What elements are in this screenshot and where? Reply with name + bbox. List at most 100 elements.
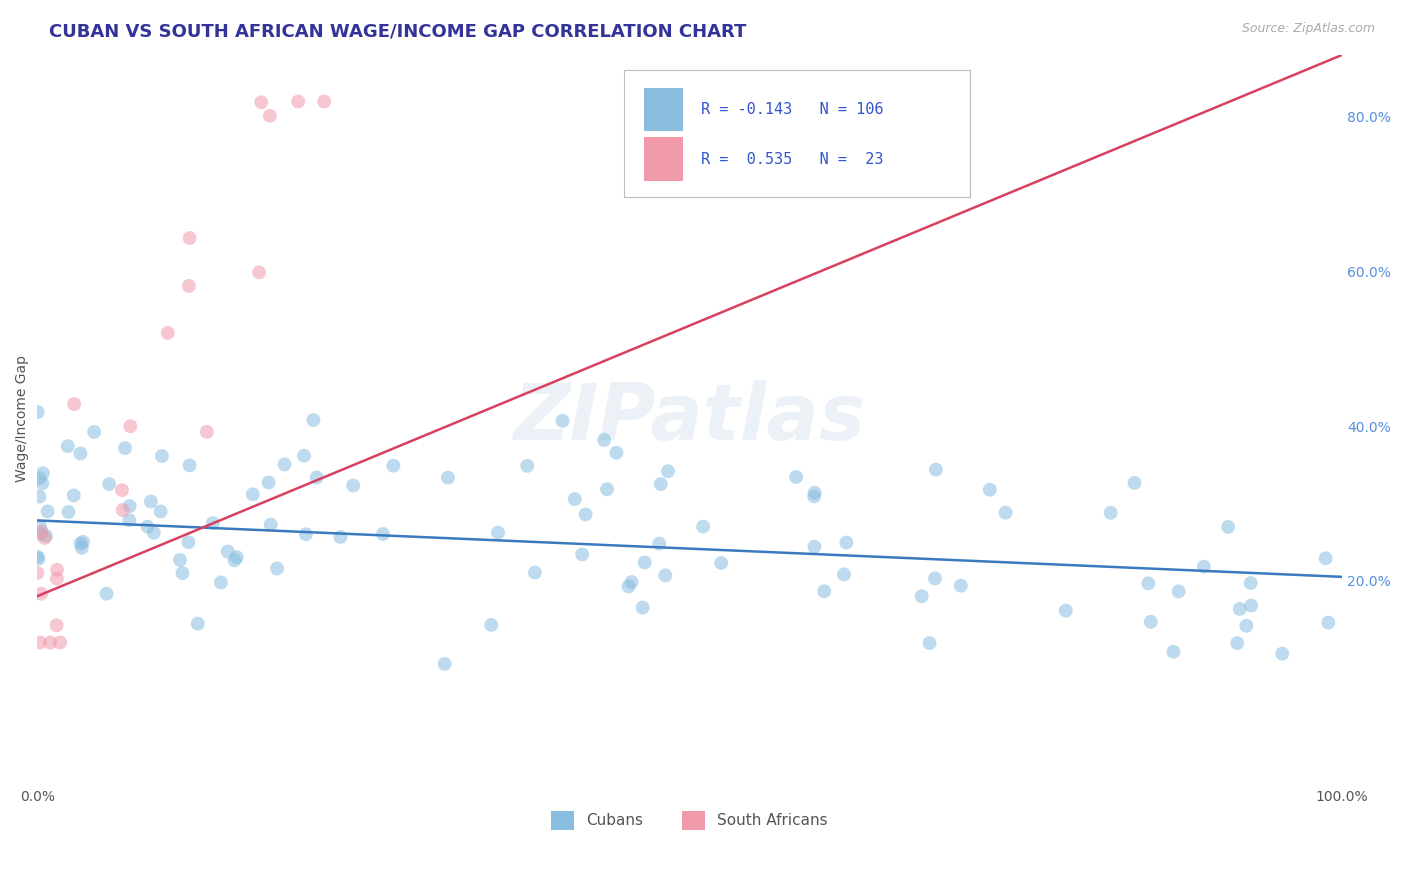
Point xyxy=(31,524,53,539)
Point xyxy=(30,527,52,541)
Point xyxy=(224,553,246,567)
Point xyxy=(803,540,825,554)
Point xyxy=(257,475,280,490)
Point xyxy=(437,471,460,485)
Point xyxy=(924,571,946,585)
Point xyxy=(382,458,405,473)
Point xyxy=(28,635,51,649)
Point xyxy=(46,572,69,586)
Point xyxy=(149,504,172,518)
Point xyxy=(617,579,640,593)
Point xyxy=(83,425,105,439)
Point xyxy=(120,419,142,434)
Point xyxy=(648,536,671,550)
Point xyxy=(118,513,141,527)
Point xyxy=(486,525,509,540)
Point xyxy=(27,566,49,580)
Point xyxy=(657,464,679,478)
Point xyxy=(1218,520,1240,534)
Point xyxy=(287,95,309,109)
Point xyxy=(114,441,136,455)
Point xyxy=(295,527,318,541)
Point xyxy=(98,477,121,491)
Point xyxy=(179,458,201,473)
Legend: Cubans, South Africans: Cubans, South Africans xyxy=(546,805,834,836)
Point xyxy=(631,600,654,615)
Point xyxy=(27,551,49,566)
Text: CUBAN VS SOUTH AFRICAN WAGE/INCOME GAP CORRELATION CHART: CUBAN VS SOUTH AFRICAN WAGE/INCOME GAP C… xyxy=(49,22,747,40)
Point xyxy=(593,433,616,447)
Point xyxy=(650,477,672,491)
Point xyxy=(575,508,598,522)
Point xyxy=(136,519,159,533)
Point xyxy=(433,657,456,671)
Bar xyxy=(644,137,683,181)
Point xyxy=(654,568,676,582)
Point xyxy=(27,405,49,419)
Point xyxy=(150,449,173,463)
Point xyxy=(217,544,239,558)
Point xyxy=(911,589,934,603)
Point xyxy=(96,587,118,601)
Point xyxy=(1137,576,1160,591)
Point xyxy=(1240,576,1263,591)
Point xyxy=(1229,602,1251,616)
Point xyxy=(803,489,825,503)
Point xyxy=(69,446,91,460)
Point xyxy=(32,466,55,480)
Point xyxy=(979,483,1001,497)
Point xyxy=(142,525,165,540)
Point xyxy=(30,587,52,601)
Point xyxy=(813,584,835,599)
Point xyxy=(835,535,858,549)
Point xyxy=(156,326,179,340)
Text: R =  0.535   N =  23: R = 0.535 N = 23 xyxy=(702,152,884,167)
Point xyxy=(1167,584,1189,599)
Point xyxy=(139,494,162,508)
Text: R = -0.143   N = 106: R = -0.143 N = 106 xyxy=(702,102,884,117)
Point xyxy=(1192,559,1215,574)
Point xyxy=(247,265,270,279)
Point xyxy=(523,566,546,580)
Point xyxy=(111,483,134,498)
Point xyxy=(242,487,264,501)
Point xyxy=(273,458,295,472)
Point xyxy=(1163,645,1185,659)
Point xyxy=(292,449,315,463)
FancyBboxPatch shape xyxy=(624,70,970,197)
Point xyxy=(596,483,619,497)
Point xyxy=(1271,647,1294,661)
Point xyxy=(31,476,53,491)
Text: ZIPatlas: ZIPatlas xyxy=(513,380,866,457)
Point xyxy=(832,567,855,582)
Point xyxy=(605,446,627,460)
Point xyxy=(925,463,948,477)
Point xyxy=(1099,506,1122,520)
Point xyxy=(177,279,200,293)
Point xyxy=(551,414,574,428)
Point xyxy=(35,529,58,543)
Point xyxy=(49,635,72,649)
Point xyxy=(62,488,84,502)
Point xyxy=(72,534,94,549)
Point xyxy=(118,499,141,513)
Point xyxy=(209,575,232,590)
Point xyxy=(305,470,328,484)
Point xyxy=(187,616,209,631)
Point xyxy=(371,527,394,541)
Point xyxy=(45,618,67,632)
Point xyxy=(260,517,283,532)
Point xyxy=(1317,615,1340,630)
Point xyxy=(1054,604,1077,618)
Point xyxy=(201,516,224,530)
Point xyxy=(37,504,59,518)
Point xyxy=(571,548,593,562)
Point xyxy=(28,490,51,504)
Point xyxy=(564,492,586,507)
Point xyxy=(692,519,714,533)
Point xyxy=(266,561,288,575)
Point xyxy=(803,485,825,500)
Point xyxy=(785,470,807,484)
Point xyxy=(28,520,51,534)
Point xyxy=(620,575,643,590)
